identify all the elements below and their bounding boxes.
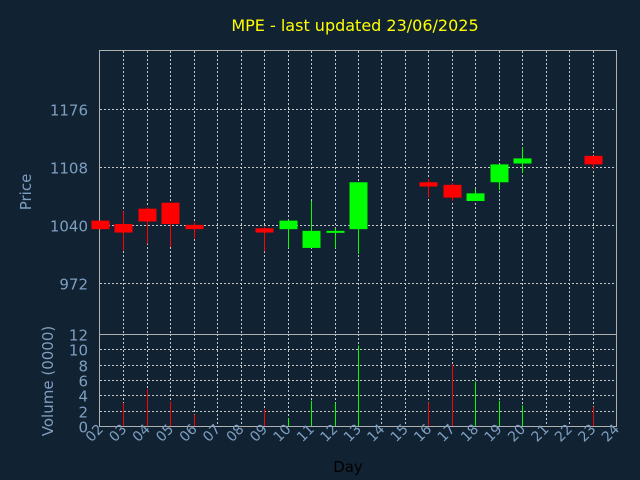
x-tick-label: 20 — [505, 422, 529, 446]
x-tick-label: 12 — [317, 422, 341, 446]
volume-axis-label: Volume (0000) — [39, 326, 57, 436]
candle-body — [466, 193, 485, 202]
volume-tick-label: 12 — [69, 327, 88, 345]
x-tick-label: 15 — [388, 422, 412, 446]
x-tick-label: 07 — [200, 422, 224, 446]
candle-body — [584, 155, 603, 165]
x-tick-label: 14 — [364, 421, 388, 445]
x-tick-label: 06 — [177, 421, 201, 445]
candle-body — [161, 202, 180, 225]
x-tick-label: 10 — [271, 422, 295, 446]
volume-tick-label: 2 — [78, 404, 88, 422]
x-tick-label: 08 — [224, 422, 248, 446]
candle-body — [91, 220, 110, 230]
candle-body — [138, 208, 157, 222]
price-tick-label: 1108 — [50, 160, 88, 178]
x-tick-label: 23 — [575, 422, 599, 446]
price-axis: 1176 1108 1040 972 — [50, 102, 88, 294]
candle-body — [419, 182, 438, 187]
candle-body — [255, 228, 274, 233]
candle-body — [326, 230, 345, 233]
x-tick-label: 11 — [294, 422, 318, 446]
candle-body — [279, 220, 298, 230]
x-tick-label: 17 — [435, 422, 459, 446]
price-tick-label: 1176 — [50, 102, 88, 120]
x-tick-label: 18 — [458, 422, 482, 446]
price-tick-label: 972 — [59, 276, 88, 294]
price-tick-label: 1040 — [50, 218, 88, 236]
candle-body — [443, 184, 462, 198]
x-tick-label: 09 — [247, 422, 271, 446]
x-tick-label: 21 — [529, 422, 553, 446]
chart-title: MPE - last updated 23/06/2025 — [231, 16, 478, 35]
candle-body — [114, 224, 133, 233]
candle-body — [513, 158, 532, 164]
candle-body — [302, 230, 321, 248]
candle-body — [185, 224, 204, 230]
volume-tick-label: 8 — [78, 358, 88, 376]
candle-body — [349, 182, 368, 230]
x-tick-label: 22 — [552, 422, 576, 446]
candle-body — [490, 164, 509, 183]
x-tick-label: 13 — [341, 422, 365, 446]
x-tick-label: 05 — [153, 422, 177, 446]
x-tick-label: 04 — [130, 421, 154, 445]
x-tick-label: 16 — [411, 421, 435, 445]
volume-tick-label: 6 — [78, 373, 88, 391]
price-axis-label: Price — [17, 174, 35, 211]
x-tick-label: 03 — [106, 422, 130, 446]
x-axis-label: Day — [333, 458, 363, 476]
x-axis: 02 03 04 05 06 07 08 09 10 11 12 13 14 15 16 17 18 19 20 21… — [83, 421, 623, 445]
x-tick-label: 24 — [599, 421, 623, 445]
x-tick-label: 19 — [482, 422, 506, 446]
volume-tick-label: 4 — [78, 388, 88, 406]
volume-tick-label: 0 — [78, 419, 88, 437]
volume-bars — [123, 345, 594, 426]
price-candles — [91, 147, 603, 254]
volume-tick-label: 10 — [69, 342, 88, 360]
